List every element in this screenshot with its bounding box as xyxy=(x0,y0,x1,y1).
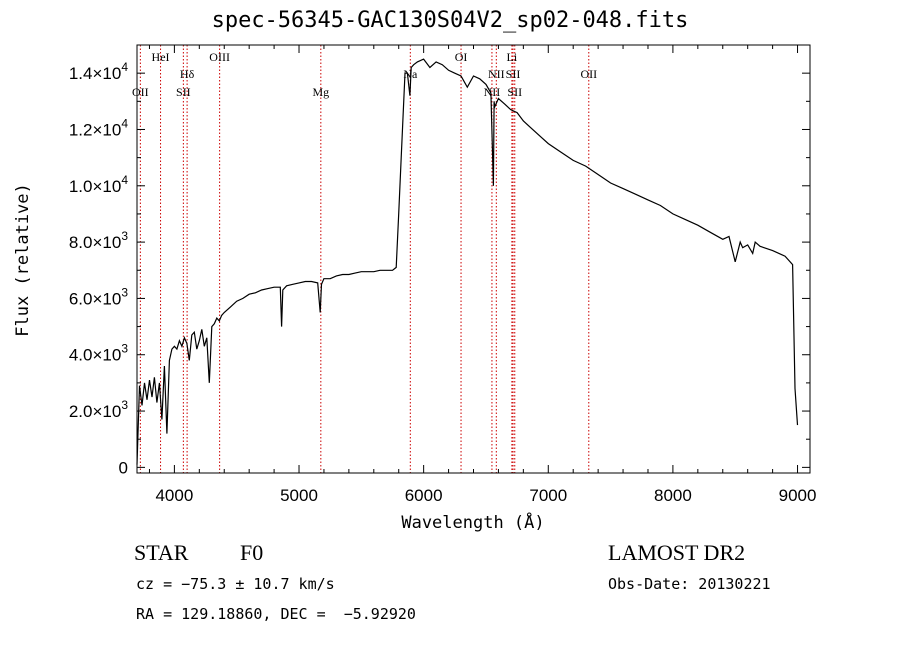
x-tick-label-3: 7000 xyxy=(529,486,567,505)
y-axis-label: Flux (relative) xyxy=(13,183,33,337)
coordinates-text: RA = 129.18860, DEC = −5.92920 xyxy=(136,605,416,623)
line-label-12: SII xyxy=(507,85,522,99)
y-tick-label-2: 4.0×103 xyxy=(69,342,128,365)
axis-tick-labels: 4000 5000 6000 7000 8000 9000 0 2.0×103 4.0×103 6… xyxy=(69,60,817,505)
line-label-13: OII xyxy=(580,67,597,81)
y-tick-label-3: 6.0×103 xyxy=(69,285,128,308)
y-tick-label-0: 0 xyxy=(119,458,128,477)
x-tick-label-0: 4000 xyxy=(155,486,193,505)
line-label-11: SII xyxy=(506,67,521,81)
x-tick-label-4: 8000 xyxy=(654,486,692,505)
line-label-3: SII xyxy=(176,85,191,99)
spectral-line-markers xyxy=(139,45,590,473)
line-label-7: OI xyxy=(455,50,468,64)
y-tick-label-1: 2.0×103 xyxy=(69,398,128,421)
line-label-4: OIII xyxy=(209,50,230,64)
line-label-10: Li xyxy=(507,50,518,64)
y-tick-label-4: 8.0×103 xyxy=(69,229,128,252)
line-label-9: NII xyxy=(488,67,505,81)
x-axis-label: Wavelength (Å) xyxy=(401,511,544,533)
y-tick-label-7: 1.4×104 xyxy=(69,60,128,83)
axis-ticks xyxy=(137,44,810,473)
x-tick-label-5: 9000 xyxy=(779,486,817,505)
line-label-0: OII xyxy=(132,85,149,99)
line-label-1: HeI xyxy=(152,50,170,64)
obs-date-text: Obs-Date: 20130221 xyxy=(608,575,771,593)
y-tick-label-6: 1.2×104 xyxy=(69,116,128,139)
class-label: STAR xyxy=(134,540,189,565)
chart-title: spec-56345-GAC130S04V2_sp02-048.fits xyxy=(211,8,689,33)
x-tick-label-1: 5000 xyxy=(280,486,318,505)
x-tick-label-2: 6000 xyxy=(405,486,443,505)
redshift-text: cz = −75.3 ± 10.7 km/s xyxy=(136,575,335,593)
line-label-5: Mg xyxy=(312,85,329,99)
y-tick-label-5: 1.0×104 xyxy=(69,173,128,196)
line-label-2: Hδ xyxy=(180,67,195,81)
survey-label: LAMOST DR2 xyxy=(608,540,746,565)
line-label-8: NII xyxy=(484,85,501,99)
spectrum-series-line xyxy=(136,58,799,465)
plot-frame xyxy=(136,44,811,474)
subclass-label: F0 xyxy=(240,540,264,565)
